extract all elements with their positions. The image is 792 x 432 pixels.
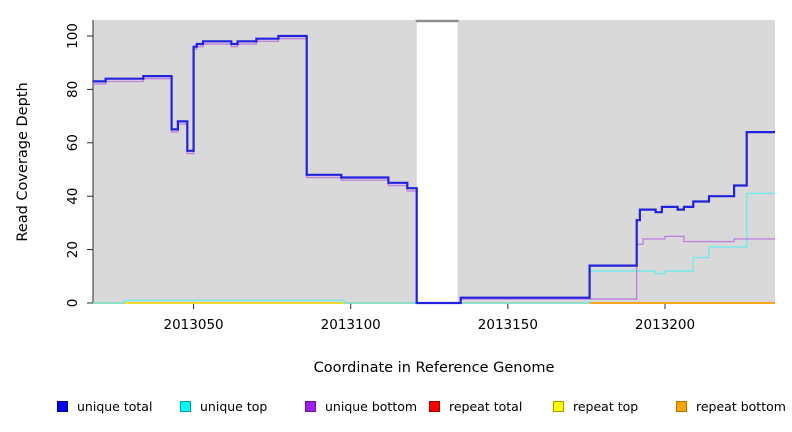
legend-label: repeat bottom (696, 399, 786, 414)
legend-swatch-unique-top (180, 401, 191, 412)
legend-label: unique total (77, 399, 153, 414)
legend-item-unique-top: unique top (180, 399, 267, 414)
legend-label: repeat total (449, 399, 523, 414)
coverage-plot: 2013050 2013100 2013150 2013200 0 20 40 60 80 100… (15, 19, 775, 376)
legend-label: unique top (200, 399, 268, 414)
legend-item-repeat-total: repeat total (429, 399, 522, 414)
legend-item-unique-bottom: unique bottom (305, 399, 417, 414)
y-tick-label: 0 (65, 299, 81, 308)
series-unique-total (93, 34, 775, 305)
no-data-gap (416, 20, 458, 303)
legend-swatch-repeat-top (553, 401, 564, 412)
y-tick-label: 100 (65, 23, 81, 49)
legend-label: repeat top (573, 399, 639, 414)
x-tick-label: 2013100 (321, 317, 381, 333)
legend-item-repeat-top: repeat top (553, 399, 638, 414)
legend-label: unique bottom (325, 399, 418, 414)
legend-swatch-unique-bottom (305, 401, 316, 412)
legend-item-unique-total: unique total (57, 399, 152, 414)
legend-swatch-unique-total (57, 401, 68, 412)
y-axis-label: Read Coverage Depth (15, 82, 31, 241)
y-tick-label: 80 (65, 81, 81, 98)
legend-item-repeat-bottom: repeat bottom (676, 399, 786, 414)
x-tick-label: 2013150 (478, 317, 538, 333)
y-tick-label: 20 (65, 241, 81, 258)
legend: unique total unique top unique bottom repea… (0, 399, 792, 425)
y-tick-label: 60 (65, 134, 81, 151)
series-unique-top (93, 192, 775, 304)
legend-swatch-repeat-bottom (676, 401, 687, 412)
x-tick-label: 2013200 (635, 317, 695, 333)
x-tick-label: 2013050 (164, 317, 224, 333)
y-tick-label: 40 (65, 188, 81, 205)
x-axis-label: Coordinate in Reference Genome (314, 360, 555, 376)
legend-swatch-repeat-total (429, 401, 440, 412)
